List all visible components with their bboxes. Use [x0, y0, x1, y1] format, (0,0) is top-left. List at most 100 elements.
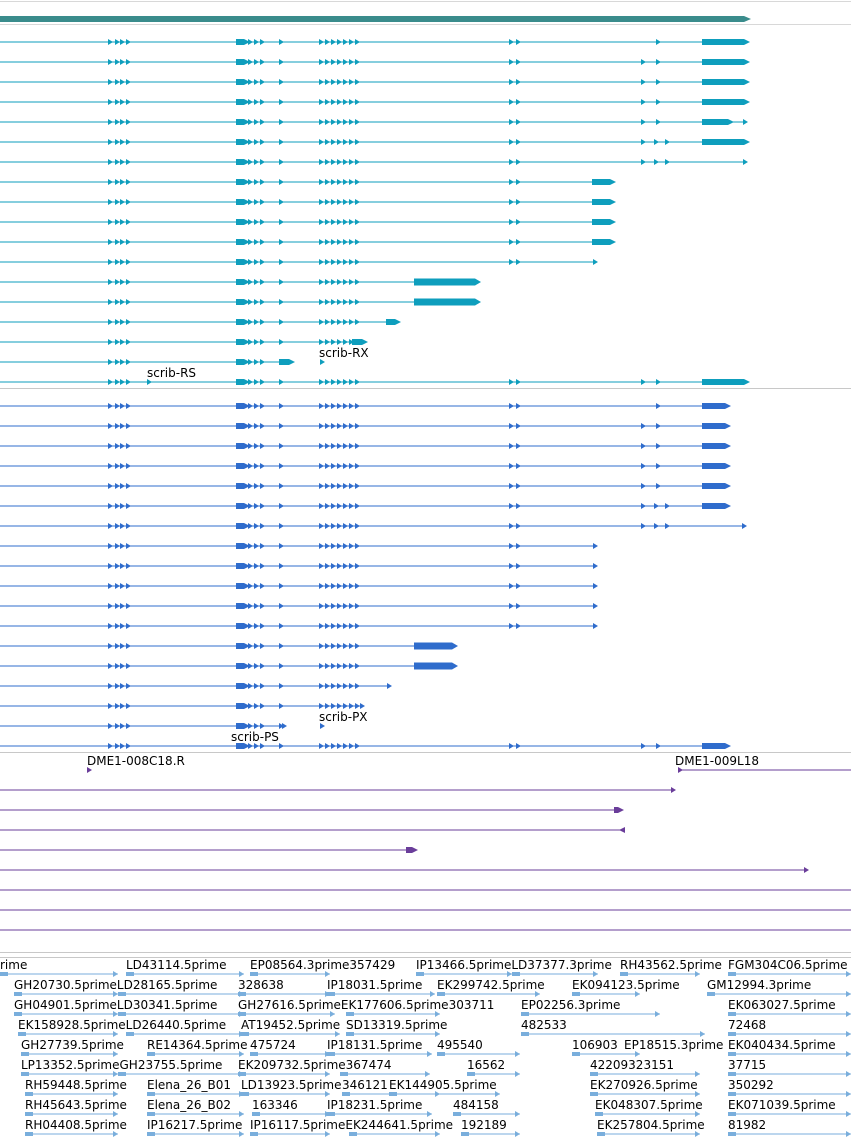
exon-marker — [337, 503, 342, 509]
exon-marker — [331, 663, 336, 669]
exon-marker — [343, 159, 348, 165]
est-label[interactable]: AT19452.5prime — [241, 1018, 341, 1032]
est-label[interactable]: EK048307.5prime — [595, 1098, 703, 1112]
exon-marker — [254, 199, 259, 205]
exon-marker — [254, 403, 259, 409]
exon-marker — [325, 523, 330, 529]
exon-marker — [343, 623, 348, 629]
est-label[interactable]: 106903 — [572, 1038, 618, 1052]
exon-marker — [355, 523, 360, 529]
est-label[interactable]: GH27739.5prime — [21, 1038, 124, 1052]
est-label[interactable]: IP16117.5primeEK244641.5prime — [250, 1118, 454, 1132]
est-label[interactable]: 484158 — [453, 1098, 499, 1112]
est-label[interactable]: IP16217.5prime — [147, 1118, 243, 1132]
est-label[interactable]: SD13319.5prime — [346, 1018, 448, 1032]
est-label[interactable]: IP18031.5prime — [327, 978, 423, 992]
exon-block — [236, 59, 244, 65]
exon-block — [236, 443, 244, 449]
est-label[interactable]: 81982 — [728, 1118, 767, 1132]
est-label[interactable]: EP18515.3prime — [624, 1038, 724, 1052]
exon-marker — [254, 543, 259, 549]
est-label[interactable]: RH04408.5prime — [25, 1118, 127, 1132]
est-label[interactable]: EK257804.5prime — [597, 1118, 705, 1132]
clone-label-dme1-009l18[interactable]: DME1-009L18 — [675, 754, 759, 768]
est-label[interactable]: LD43114.5prime — [126, 958, 227, 972]
est-label[interactable]: EK158928.5primeLD26440.5prime — [18, 1018, 227, 1032]
est-label[interactable]: Elena_26_B01 — [147, 1078, 232, 1092]
exon-marker — [325, 543, 330, 549]
exon-marker — [349, 39, 354, 45]
est-label[interactable]: IP18231.5prime — [327, 1098, 423, 1112]
exon-marker — [260, 59, 265, 65]
clone-label-dme1-008c18r[interactable]: DME1-008C18.R — [87, 754, 185, 768]
exon-block — [236, 299, 244, 305]
est-label[interactable]: GH04901.5primeLD30341.5prime — [14, 998, 218, 1012]
exon-marker — [120, 99, 125, 105]
transcript-label-scrib-ps[interactable]: scrib-PS — [231, 730, 279, 744]
est-start-block — [595, 1112, 603, 1116]
est-label[interactable]: LP13352.5primeGH23755.5prime — [21, 1058, 223, 1072]
est-label[interactable]: RH59448.5prime — [25, 1078, 127, 1092]
est-label[interactable]: GM12994.3prime — [707, 978, 812, 992]
est-label[interactable]: EK144905.5prime — [389, 1078, 497, 1092]
est-label[interactable]: 37715 — [728, 1058, 767, 1072]
est-label[interactable]: EK299742.5prime — [437, 978, 545, 992]
est-label[interactable]: rime — [0, 958, 28, 972]
est-label[interactable]: EK063027.5prime — [728, 998, 836, 1012]
exon-marker — [115, 443, 120, 449]
exon-marker — [509, 159, 514, 165]
est-start-block — [250, 972, 258, 976]
exon-marker — [349, 179, 354, 185]
exon-marker — [126, 523, 131, 529]
exon-marker — [260, 403, 265, 409]
est-label[interactable]: 72468 — [728, 1018, 767, 1032]
est-end-arrow — [325, 1071, 330, 1077]
est-label[interactable]: FGM304C06.5prime — [728, 958, 848, 972]
est-label[interactable]: 328638 — [238, 978, 284, 992]
est-label[interactable]: EK071039.5prime — [728, 1098, 836, 1112]
est-label[interactable]: EK094123.5prime — [572, 978, 680, 992]
exon-marker — [509, 403, 514, 409]
est-label[interactable]: GH20730.5primeLD28165.5prime — [14, 978, 218, 992]
est-start-block — [118, 1072, 126, 1076]
est-label[interactable]: EK040434.5prime — [728, 1038, 836, 1052]
est-label[interactable]: IP18131.5prime — [327, 1038, 423, 1052]
exon-block-tip — [725, 403, 731, 409]
est-label[interactable]: 350292 — [728, 1078, 774, 1092]
est-label[interactable]: EP08564.3prime357429 — [250, 958, 396, 972]
exon-marker — [656, 59, 661, 65]
est-label[interactable]: 16562 — [467, 1058, 506, 1072]
exon-marker — [279, 483, 284, 489]
est-label[interactable]: 475724 — [250, 1038, 296, 1052]
exon-block-tip — [725, 443, 731, 449]
est-label[interactable]: 482533 — [521, 1018, 567, 1032]
transcript-label-scrib-px[interactable]: scrib-PX — [319, 710, 368, 724]
est-label[interactable]: 192189 — [461, 1118, 507, 1132]
est-label[interactable]: Elena_26_B02 — [147, 1098, 232, 1112]
est-label[interactable]: 495540 — [437, 1038, 483, 1052]
est-label[interactable]: EK270926.5prime — [590, 1078, 698, 1092]
est-label[interactable]: 346121 — [342, 1078, 388, 1092]
exon-marker — [331, 463, 336, 469]
est-label[interactable]: EK209732.5prime367474 — [238, 1058, 392, 1072]
est-label[interactable]: EP02256.3prime — [521, 998, 621, 1012]
est-start-block — [728, 972, 736, 976]
est-label[interactable]: 42209323151 — [590, 1058, 674, 1072]
exon-marker — [325, 79, 330, 85]
est-label[interactable]: RE14364.5prime — [147, 1038, 248, 1052]
exon-marker — [126, 603, 131, 609]
est-label[interactable]: IP13466.5primeLD37377.3prime — [416, 958, 612, 972]
transcript-label-scrib-rs[interactable]: scrib-RS — [147, 366, 197, 380]
est-label[interactable]: 163346 — [252, 1098, 298, 1112]
est-end-arrow — [427, 1111, 432, 1117]
exon-marker — [248, 503, 253, 509]
est-label[interactable]: GH27616.5primeEK177606.5prime303711 — [238, 998, 495, 1012]
exon-marker — [641, 743, 646, 749]
transcript-label-scrib-rx[interactable]: scrib-RX — [319, 346, 369, 360]
est-label[interactable]: RH43562.5prime — [620, 958, 722, 972]
est-label[interactable]: RH45643.5prime — [25, 1098, 127, 1112]
exon-marker — [108, 423, 113, 429]
exon-marker — [115, 39, 120, 45]
est-label[interactable]: LD13923.5prime — [241, 1078, 342, 1092]
